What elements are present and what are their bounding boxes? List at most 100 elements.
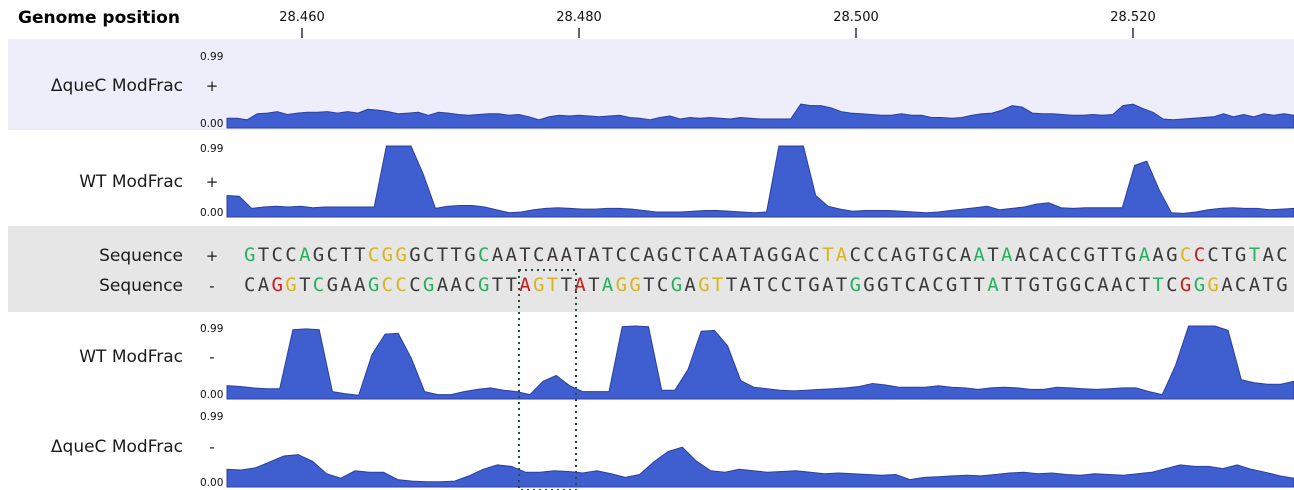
track-strand: - [209,348,214,366]
sequence-base: C [423,244,434,266]
sequence-base: C [850,244,861,266]
sequence-base: T [588,274,599,296]
sequence-base: A [299,244,311,266]
sequence-base: C [781,274,792,296]
sequence-base: C [1180,244,1191,266]
sequence-base: G [616,274,627,296]
track-strand: + [206,173,219,191]
sequence-base: G [1084,244,1095,266]
sequence-base: G [932,244,943,266]
sequence-base: C [1056,244,1067,266]
sequence-base: T [1015,274,1026,296]
track-name: WT ModFrac [79,347,183,367]
sequence-strand: - [209,277,214,295]
tick-label: 28.460 [279,10,325,25]
sequence-base: T [960,274,971,296]
track-2: WT ModFrac - 0.99 0.00 [79,323,1294,401]
sequence-base: T [1097,244,1108,266]
sequence-base: C [272,244,283,266]
sequence-base: G [629,274,640,296]
sequence-base: T [795,274,806,296]
track-name: ΔqueC ModFrac [51,437,183,457]
sequence-base: G [877,274,888,296]
sequence-base: A [1263,244,1275,266]
sequence-base: C [382,274,393,296]
sequence-base: G [409,244,420,266]
sequence-base: T [836,274,847,296]
track-name: ΔqueC ModFrac [51,76,183,96]
sequence-base: C [863,244,874,266]
sequence-base: A [643,244,655,266]
sequence-base: A [753,244,765,266]
sequence-base: A [519,274,531,296]
sequence-base: G [1070,274,1081,296]
sequence-base: G [1194,274,1205,296]
sequence-base: G [285,274,296,296]
tick-label: 28.500 [833,10,879,25]
sequence-base: C [616,244,627,266]
sequence-base: A [492,244,504,266]
sequence-base: G [1180,274,1191,296]
sequence-base: C [464,274,475,296]
sequence-base: T [1001,274,1012,296]
sequence-base: G [423,274,434,296]
signal-area [226,325,1294,400]
sequence-base: G [368,274,379,296]
sequence-base: C [409,274,420,296]
sequence-base: A [450,274,462,296]
ymin-label: 0.00 [200,477,223,489]
sequence-base: G [863,274,874,296]
sequence-base: A [258,274,270,296]
ymin-label: 0.00 [200,389,223,401]
sequence-base: A [973,244,985,266]
sequence-base: T [726,274,737,296]
sequence-base: C [244,274,255,296]
sequence-base: G [464,244,475,266]
sequence-base: A [960,244,972,266]
sequence-base: T [258,244,269,266]
sequence-label: Sequence [99,276,183,296]
track-name: WT ModFrac [79,172,183,192]
sequence-base: A [1111,274,1123,296]
sequence-base: C [1070,244,1081,266]
sequence-base: C [1276,244,1287,266]
sequence-base: A [588,244,600,266]
sequence-base: A [987,274,999,296]
sequence-base: C [1235,274,1246,296]
sequence-base: T [299,274,310,296]
sequence-base: T [1263,274,1274,296]
sequence-base: A [1152,244,1164,266]
sequence-base: C [629,244,640,266]
sequence-base: G [946,274,957,296]
sequence-base: C [767,274,778,296]
sequence-base: T [506,274,517,296]
sequence-base: C [671,244,682,266]
sequence-base: A [354,274,366,296]
sequence-base: A [836,244,848,266]
ymax-label: 0.99 [200,323,223,335]
sequence-base: C [368,244,379,266]
sequence-base: G [850,274,861,296]
highlight-dotted-box [518,269,577,490]
sequence-base: C [1125,274,1136,296]
sequence-base: G [1207,274,1218,296]
sequence-base: G [781,244,792,266]
sequence-base: C [285,244,296,266]
sequence-base: A [795,244,807,266]
sequence-base: C [327,244,338,266]
sequence-base: T [684,244,695,266]
sequence-base: T [519,244,530,266]
sequence-base: T [437,244,448,266]
sequence-base: G [272,274,283,296]
sequence-base: T [740,244,751,266]
sequence-base: T [1139,274,1150,296]
sequence-base: A [574,274,586,296]
tick-label: 28.520 [1110,10,1156,25]
sequence-base: C [478,244,489,266]
sequence-base: A [602,274,614,296]
sequence-base: C [1166,274,1177,296]
sequence-base: T [918,244,929,266]
sequence-base: T [340,244,351,266]
sequence-base: T [712,274,723,296]
